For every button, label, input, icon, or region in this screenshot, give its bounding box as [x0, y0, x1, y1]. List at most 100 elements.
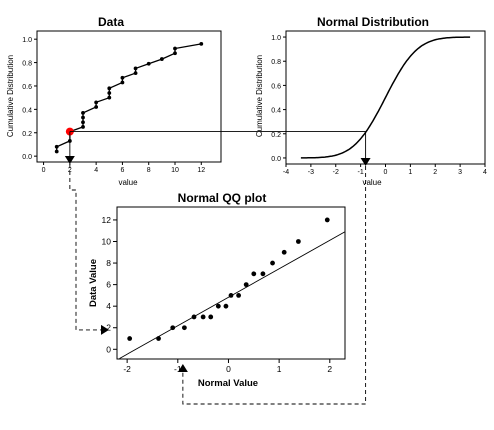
qq-point: [156, 336, 161, 341]
y-tick-label: 0.6: [22, 84, 32, 91]
qq-point: [270, 260, 275, 266]
data-title: Data: [98, 15, 124, 29]
qq-title: Normal QQ plot: [178, 191, 267, 205]
x-tick-label: 10: [171, 167, 179, 174]
y-tick-label: 1.0: [271, 35, 281, 42]
data-plot-frame: [36, 30, 222, 163]
qq-point: [251, 271, 257, 277]
qq-x-label: Normal Value: [198, 378, 258, 389]
x-tick-label: 12: [197, 167, 205, 174]
data-point: [54, 149, 59, 154]
data-y-ticks: 0.0 0.2 0.4 0.6 0.8 1.0: [22, 37, 37, 161]
arrow-up-qq: [177, 364, 188, 372]
qq-point: [243, 282, 249, 288]
qq-point: [281, 249, 287, 255]
data-point: [94, 100, 99, 105]
y-tick-label: 6: [106, 280, 111, 290]
qq-point: [208, 314, 214, 320]
data-x-label: value: [118, 178, 138, 187]
qq-x-ticks: -2 -1 0 1 2: [123, 359, 332, 374]
normal-x-ticks: -4 -3 -2 -1 0 1 2 3 4: [283, 164, 487, 176]
qq-point: [260, 271, 266, 277]
dashed-connector-normal-to-qq: [182, 166, 367, 405]
x-tick-label: 0: [226, 364, 231, 374]
y-tick-label: 10: [102, 236, 112, 246]
x-tick-label: 2: [327, 364, 332, 374]
x-tick-label: 4: [94, 167, 98, 174]
data-x-ticks: 0 2 4 6 8 10 12: [42, 162, 205, 174]
qq-point: [170, 325, 176, 331]
y-tick-label: 1.0: [22, 37, 32, 44]
connectors: [64, 131, 371, 405]
data-point: [81, 110, 85, 115]
x-tick-label: -3: [308, 169, 314, 176]
qq-y-label: Data Value: [88, 259, 99, 307]
normal-x-label: value: [362, 178, 382, 187]
qq-series: [119, 217, 346, 359]
qq-point: [324, 217, 330, 223]
x-tick-label: 1: [277, 364, 282, 374]
y-tick-label: 0.2: [22, 131, 32, 138]
qq-plot-frame: [116, 206, 346, 360]
data-point: [199, 41, 204, 46]
arrow-down-normal: [360, 158, 371, 166]
x-tick-label: -2: [333, 169, 339, 176]
x-tick-label: 2: [68, 167, 72, 174]
y-tick-label: 12: [102, 215, 112, 225]
x-tick-label: 1: [408, 169, 412, 176]
y-tick-label: 0.2: [271, 132, 281, 139]
normal-y-ticks: 0.0 0.2 0.4 0.6 0.8 1.0: [271, 35, 286, 163]
data-point: [133, 71, 138, 76]
y-tick-label: 0: [106, 344, 111, 354]
y-tick-label: 0.0: [271, 156, 281, 163]
x-tick-label: 2: [433, 169, 437, 176]
data-series: [54, 41, 204, 154]
data-ecdf-line: [56, 43, 202, 152]
arrow-right-qq: [101, 324, 109, 335]
qq-point: [236, 292, 242, 298]
data-panel: Data 0 2 4 6 8 10 12 0.00.20.40.60.81.0 value …: [6, 15, 222, 187]
qq-point: [181, 325, 187, 331]
qq-point: [191, 314, 197, 320]
data-point: [81, 120, 85, 125]
qq-point: [228, 292, 234, 298]
normal-panel: Normal Distribution -4 -3 -2 -1 0 1 2 3 4 0.0 0.2…: [255, 15, 487, 187]
qq-point: [223, 303, 229, 309]
x-tick-label: 3: [458, 169, 462, 176]
x-tick-label: -2: [123, 364, 131, 374]
x-tick-label: 0: [42, 167, 46, 174]
arrow-down-data: [64, 156, 75, 164]
x-tick-label: 4: [483, 169, 487, 176]
data-point: [133, 66, 138, 71]
data-point: [120, 80, 125, 85]
data-point: [81, 115, 85, 120]
x-tick-label: -4: [283, 169, 289, 176]
y-tick-label: 0.8: [22, 61, 32, 68]
y-tick-label: 0.4: [22, 107, 32, 114]
dashed-connector-data-to-qq: [69, 164, 103, 331]
data-point: [81, 125, 85, 129]
qq-point: [295, 239, 301, 244]
data-point: [173, 46, 177, 51]
y-tick-label: 0.8: [271, 59, 281, 66]
x-tick-label: 8: [147, 167, 151, 174]
data-point: [146, 61, 151, 66]
data-point: [94, 105, 99, 109]
data-point: [120, 75, 125, 80]
y-tick-label: 8: [106, 258, 111, 268]
y-tick-label: 0.6: [271, 83, 281, 90]
normal-y-label: Cumulative Distribution: [255, 55, 264, 137]
x-tick-label: 6: [120, 167, 124, 174]
y-tick-label: 2: [106, 323, 111, 333]
normal-title: Normal Distribution: [317, 15, 429, 29]
normal-series: [300, 36, 471, 159]
normal-cdf-curve: [300, 36, 471, 159]
data-point: [159, 57, 164, 61]
x-tick-label: -1: [174, 364, 182, 374]
qq-point: [215, 303, 221, 309]
qq-point: [127, 336, 133, 341]
qq-point: [200, 314, 206, 320]
y-tick-label: 0.4: [271, 108, 281, 115]
